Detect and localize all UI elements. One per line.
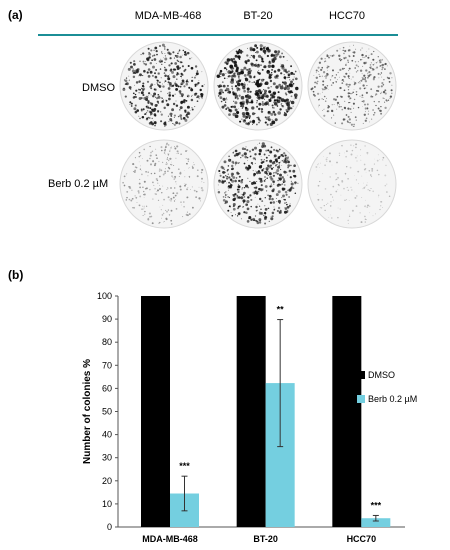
plate-dmso-mda-mb-468 (119, 41, 209, 131)
column-label-bt-20: BT-20 (243, 10, 273, 22)
y-tick-label: 70 (102, 360, 112, 370)
plate-berb-mda-mb-468 (119, 139, 209, 229)
category-label: HCC70 (347, 534, 377, 544)
error-bar (277, 319, 284, 448)
y-tick-label: 80 (102, 337, 112, 347)
significance-label: *** (371, 500, 382, 510)
y-axis-label: Number of colonies % (82, 359, 93, 464)
y-tick-label: 50 (102, 407, 112, 417)
plate-berb-hcc70 (307, 139, 397, 229)
column-label-mda-mb-468: MDA-MB-468 (134, 10, 202, 22)
category-label: BT-20 (253, 534, 278, 544)
legend-label: Berb 0.2 µM (368, 394, 417, 404)
row-label-berb: Berb 0.2 µM (48, 178, 109, 190)
plate-dmso-bt-20 (213, 41, 303, 131)
y-tick-label: 0 (107, 522, 112, 532)
significance-label: ** (277, 305, 285, 315)
error-bar (372, 514, 379, 522)
plate-dmso-hcc70 (307, 41, 397, 131)
y-tick-label: 60 (102, 383, 112, 393)
plate-berb-bt-20 (213, 139, 303, 229)
legend-label: DMSO (368, 370, 395, 380)
y-tick-label: 90 (102, 314, 112, 324)
bar-dmso-bt-20 (236, 296, 266, 527)
y-tick-label: 20 (102, 476, 112, 486)
y-tick-label: 10 (102, 499, 112, 509)
legend-swatch (357, 395, 365, 403)
column-label-hcc70: HCC70 (328, 10, 366, 22)
bar-berb-hcc70 (361, 518, 391, 527)
y-tick-label: 30 (102, 453, 112, 463)
legend-swatch (357, 371, 365, 379)
header-divider (38, 34, 398, 36)
significance-label: *** (179, 461, 190, 471)
y-tick-label: 100 (97, 291, 112, 301)
bar-dmso-hcc70 (332, 296, 362, 527)
panel-a-label: (a) (8, 8, 23, 22)
y-tick-label: 40 (102, 430, 112, 440)
panel-b-label: (b) (8, 268, 24, 282)
bar-dmso-mda-mb-468 (141, 296, 170, 527)
row-label-dmso: DMSO (82, 82, 115, 94)
error-bar (181, 475, 188, 512)
category-label: MDA-MB-468 (142, 534, 198, 544)
